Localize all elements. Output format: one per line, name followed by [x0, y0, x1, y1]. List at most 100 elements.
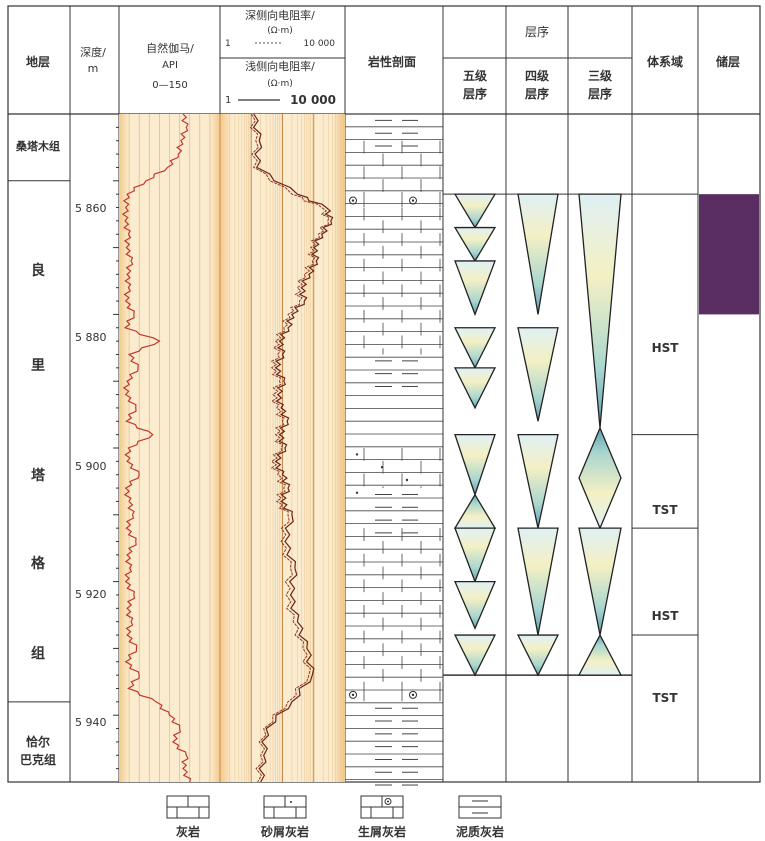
seq4-triangle-3: [517, 433, 559, 529]
tract-label-3: HST: [652, 609, 680, 623]
header-gr-title: 自然伽马/: [146, 41, 194, 55]
depth-tick-5940: 5 940: [75, 716, 107, 729]
header-seq5-1: 五级: [463, 68, 487, 83]
depth-tick-5920: 5 920: [75, 588, 107, 601]
legend-label-argillaceous: 泥质灰岩: [455, 825, 504, 839]
header-seq3-2: 层序: [588, 86, 612, 101]
header-shallow-max: 10 000: [290, 93, 336, 107]
bioclast-mark: [409, 196, 417, 205]
header-shallow-title: 浅侧向电阻率/: [245, 59, 315, 73]
seq5-triangle-9: [454, 580, 496, 631]
header-systems-tract: 体系域: [647, 54, 683, 69]
calcarenite-grain: [355, 491, 359, 494]
seq5-triangle-6: [454, 433, 496, 497]
seq4-triangle-1: [517, 193, 559, 315]
deep-resistivity-curve: [252, 113, 334, 783]
header-depth-unit: m: [88, 62, 99, 75]
calcarenite-grain: [405, 478, 409, 482]
seq4-triangle-2: [517, 327, 559, 422]
legend-calcarenite: 砂屑灰岩: [245, 795, 325, 840]
seq4-triangle-5: [516, 634, 560, 677]
depth-axis: 5 860 5 880 5 900 5 920 5 940: [75, 202, 107, 729]
bioclast-mark: [409, 690, 417, 699]
header-seq4-1: 四级: [525, 68, 549, 83]
header-seq3-1: 三级: [588, 68, 612, 83]
depth-tick-5900: 5 900: [75, 460, 107, 473]
bioclast-mark: [411, 693, 415, 697]
bioclast-mark: [351, 199, 355, 202]
seq5-triangle-8: [454, 527, 496, 584]
header-gr-unit: API: [162, 60, 178, 71]
header-reservoir: 储层: [716, 54, 740, 69]
formation-top-label: 桑塔木组: [15, 139, 60, 153]
reservoir-interval-1: [699, 194, 759, 315]
argillaceous-swatch-icon: [458, 795, 502, 819]
header-seq5-2: 层序: [463, 86, 487, 101]
tract-label-2: TST: [652, 503, 678, 517]
header-gr-range: 0—150: [152, 80, 187, 91]
formation-column: 桑塔木组 良 里 塔 格 组 恰尔 巴克组: [15, 139, 60, 767]
header-deep-max: 10 000: [304, 39, 336, 49]
depth-tick-5880: 5 880: [75, 331, 107, 344]
seq5-triangle-2: [453, 226, 497, 263]
seq3-column: [577, 193, 623, 676]
legend-label-bioclastic: 生屑灰岩: [357, 825, 406, 839]
limestone-swatch-icon: [166, 795, 210, 819]
formation-char-2: 里: [31, 358, 45, 374]
legend-bioclastic: 生屑灰岩: [342, 795, 422, 840]
seq3-triangle-3: [578, 527, 622, 636]
calcarenite-grain: [380, 466, 384, 469]
header-deep-title: 深侧向电阻率/: [245, 8, 315, 22]
bioclast-mark: [349, 196, 357, 205]
formation-char-1: 良: [31, 262, 45, 279]
formation-bottom-1: 恰尔: [26, 734, 50, 749]
seq5-triangle-7: [453, 493, 497, 529]
legend-label-calcarenite: 砂屑灰岩: [260, 825, 309, 839]
depth-tick-5860: 5 860: [75, 202, 107, 215]
header-deep-min: 1: [225, 39, 231, 49]
reservoir-column: [699, 194, 759, 315]
seq5-column: [453, 193, 497, 677]
gamma-curve: [121, 113, 192, 783]
seq3-triangle-2: [578, 426, 622, 530]
formation-char-5: 组: [31, 645, 45, 662]
tract-label-1: HST: [652, 341, 680, 355]
formation-bottom-2: 巴克组: [20, 752, 56, 767]
legend-label-limestone: 灰岩: [175, 825, 200, 839]
systems-tract-column: HST TST HST TST: [652, 341, 680, 705]
frame: [7, 5, 761, 783]
log-tracks: [119, 113, 345, 783]
formation-char-3: 塔: [31, 467, 46, 484]
seq5-triangle-3: [454, 260, 496, 317]
header-seq4-2: 层序: [525, 86, 549, 101]
header-lithology: 岩性剖面: [367, 54, 416, 69]
bioclast-mark: [349, 690, 357, 699]
seq3-triangle-1: [578, 193, 622, 429]
seq4-column: [516, 193, 560, 677]
seq5-triangle-4: [453, 327, 497, 370]
formation-char-4: 格: [31, 555, 46, 572]
seq4-triangle-4: [517, 527, 559, 636]
bioclast-mark: [411, 199, 415, 202]
legend-argillaceous: 泥质灰岩: [440, 795, 520, 840]
bioclast-mark: [351, 693, 355, 697]
header-shallow-unit: (Ω·m): [267, 79, 293, 89]
calcarenite-swatch-icon: [263, 795, 307, 819]
seq3-triangle-4: [577, 633, 623, 676]
seq5-triangle-10: [453, 634, 497, 677]
legend-limestone: 灰岩: [148, 795, 228, 840]
header-deep-unit: (Ω·m): [267, 26, 293, 36]
seq5-triangle-5: [453, 367, 497, 410]
bioclastic-swatch-icon: [360, 795, 404, 819]
header-shallow-min: 1: [225, 95, 231, 106]
calcarenite-grain: [355, 453, 359, 456]
shallow-resistivity-curve: [249, 113, 330, 783]
seq5-triangle-1: [453, 193, 497, 229]
tract-label-4: TST: [652, 691, 678, 705]
header-depth: 深度/: [80, 45, 106, 59]
lithology-column: [345, 113, 443, 786]
header-sequence: 层序: [525, 24, 549, 39]
header: 地层 深度/ m 自然伽马/ API 0—150 深侧向电阻率/ (Ω·m) 1…: [26, 8, 740, 107]
header-stratum: 地层: [26, 54, 50, 69]
